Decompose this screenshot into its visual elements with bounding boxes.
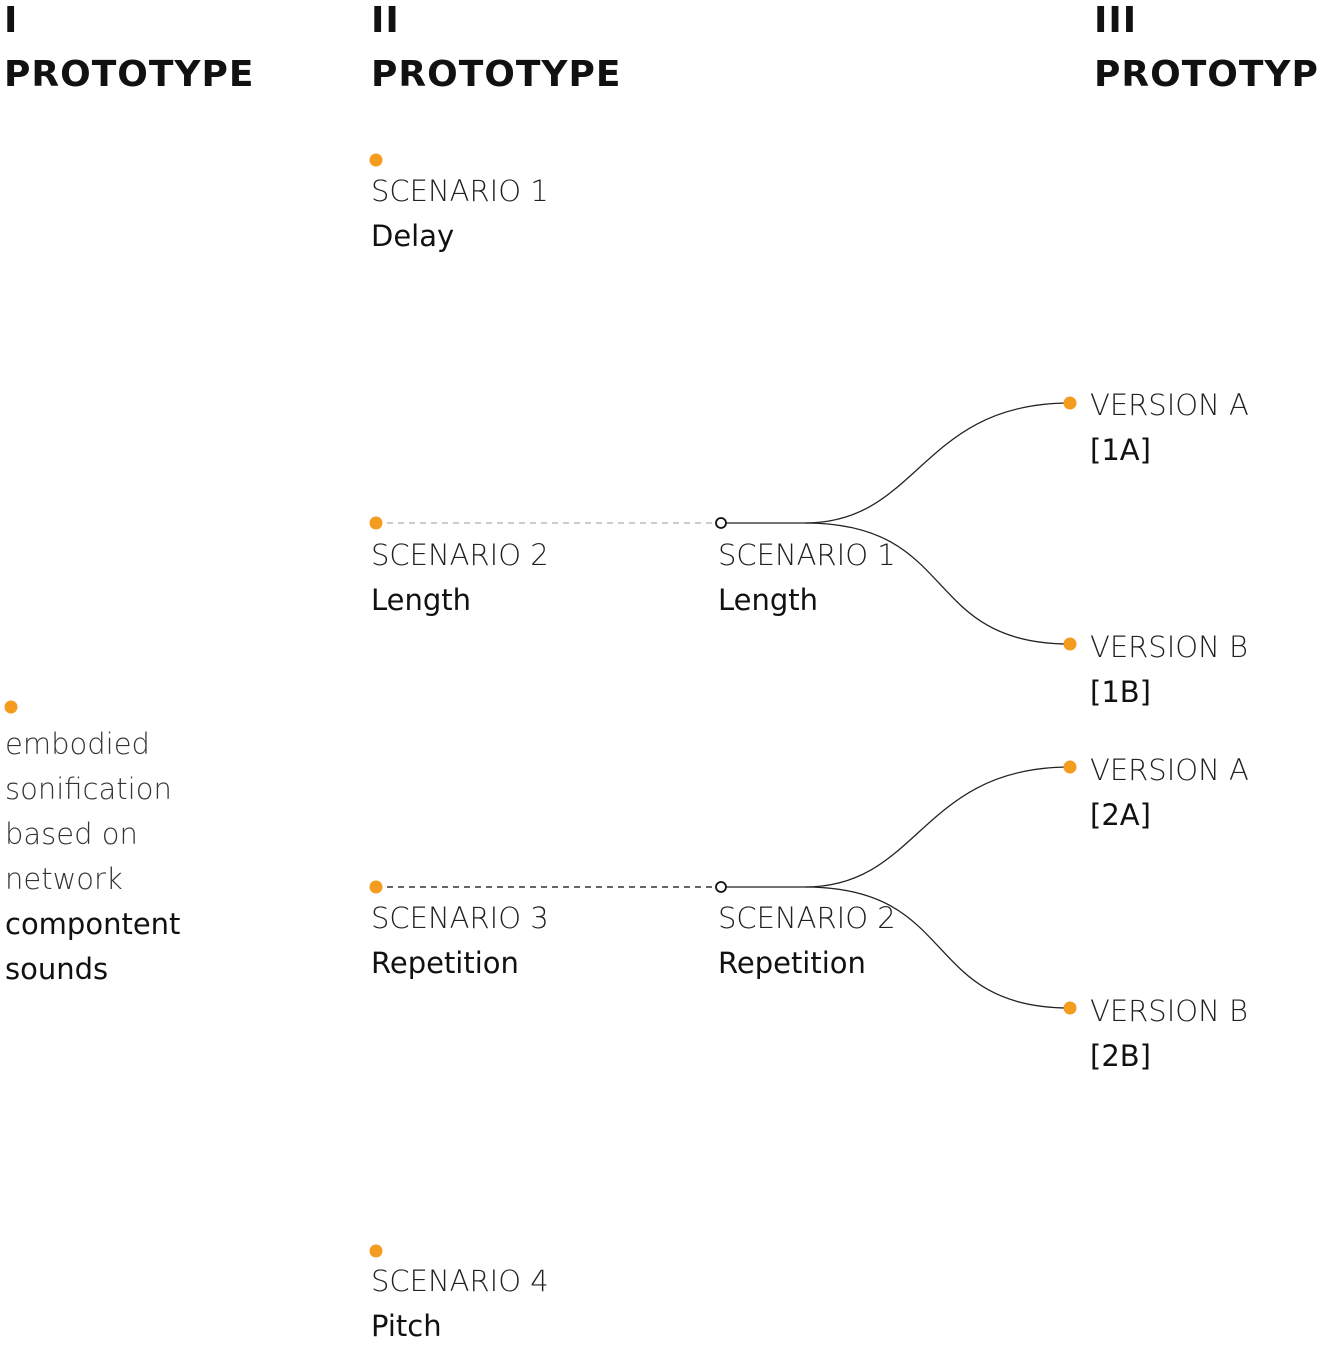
description-line: embodied xyxy=(5,727,150,761)
version-code: [2A] xyxy=(1090,798,1151,832)
column-numeral: III xyxy=(1094,0,1138,41)
branch-curve-1a xyxy=(721,402,1071,524)
column-title: PROTOTYPE xyxy=(1094,54,1317,95)
p3-scenario-1: SCENARIO 1 Length xyxy=(718,533,896,623)
scenario-name: Length xyxy=(371,583,472,617)
p2-scenario-4: SCENARIO 4 Pitch xyxy=(371,1259,549,1349)
version-code: [1A] xyxy=(1090,433,1151,467)
scenario-label: SCENARIO 3 xyxy=(371,901,549,935)
scenario-label: SCENARIO 1 xyxy=(371,174,549,208)
scenario-name: Repetition xyxy=(371,946,519,980)
node-ring-p3-scenario-1 xyxy=(715,517,727,529)
scenario-name: Repetition xyxy=(718,946,866,980)
version-label: VERSION A xyxy=(1090,388,1249,422)
node-dot-version-2b xyxy=(1063,1001,1077,1015)
node-dot-p2-scenario-3 xyxy=(369,880,383,894)
scenario-label: SCENARIO 1 xyxy=(718,538,896,572)
version-1a: VERSION A [1A] xyxy=(1090,383,1249,473)
version-label: VERSION B xyxy=(1090,994,1248,1028)
scenario-name: Length xyxy=(718,583,819,617)
node-dot-version-2a xyxy=(1063,760,1077,774)
node-dot-version-1b xyxy=(1063,637,1077,651)
column-title: PROTOTYPE xyxy=(4,54,255,95)
column-header-prototype-2: II PROTOTYPE xyxy=(371,0,621,102)
branch-curve-1b xyxy=(804,522,1071,645)
version-2b: VERSION B [2B] xyxy=(1090,989,1248,1079)
version-2a: VERSION A [2A] xyxy=(1090,748,1249,838)
p2-scenario-1: SCENARIO 1 Delay xyxy=(371,169,549,259)
p2-scenario-2: SCENARIO 2 Length xyxy=(371,533,549,623)
description-emphasis: sounds xyxy=(5,952,109,986)
node-dot-p2-scenario-1 xyxy=(369,153,383,167)
version-1b: VERSION B [1B] xyxy=(1090,625,1248,715)
column-numeral: I xyxy=(4,0,19,41)
description-emphasis: compontent xyxy=(5,907,181,941)
version-code: [2B] xyxy=(1090,1039,1151,1073)
scenario-label: SCENARIO 4 xyxy=(371,1264,549,1298)
version-code: [1B] xyxy=(1090,675,1151,709)
p3-scenario-2: SCENARIO 2 Repetition xyxy=(718,896,896,986)
scenario-label: SCENARIO 2 xyxy=(371,538,549,572)
branch-curve-2b xyxy=(804,886,1071,1009)
node-ring-p3-scenario-2 xyxy=(715,881,727,893)
p2-scenario-3: SCENARIO 3 Repetition xyxy=(371,896,549,986)
node-dot-p2-scenario-4 xyxy=(369,1244,383,1258)
column-header-prototype-3: III PROTOTYPE xyxy=(1094,0,1317,102)
version-label: VERSION B xyxy=(1090,630,1248,664)
prototype-1-description: embodied sonification based on network c… xyxy=(5,722,180,992)
description-line: network xyxy=(5,862,123,896)
description-line: sonification xyxy=(5,772,172,806)
node-dot-p2-scenario-2 xyxy=(369,516,383,530)
description-line: based on xyxy=(5,817,138,851)
branch-curve-2a xyxy=(721,766,1071,888)
column-title: PROTOTYPE xyxy=(371,54,622,95)
node-dot-prototype-1 xyxy=(4,700,18,714)
scenario-name: Pitch xyxy=(371,1309,442,1343)
column-header-prototype-1: I PROTOTYPE xyxy=(4,0,254,102)
column-numeral: II xyxy=(371,0,400,41)
scenario-name: Delay xyxy=(371,219,455,253)
version-label: VERSION A xyxy=(1090,753,1249,787)
scenario-label: SCENARIO 2 xyxy=(718,901,896,935)
node-dot-version-1a xyxy=(1063,396,1077,410)
